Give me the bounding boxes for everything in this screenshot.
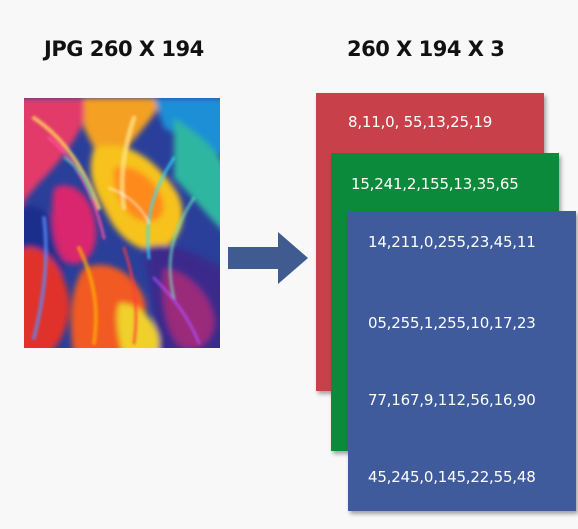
green-row-1: 15,241,2,155,13,35,65 [351,175,519,193]
array-shape-heading: 260 X 194 X 3 [347,37,505,61]
image-size-heading: JPG 260 X 194 [44,37,204,61]
red-row-1: 8,11,0, 55,13,25,19 [348,113,493,131]
abstract-paint-image [24,98,220,348]
blue-row-2: 05,255,1,255,10,17,23 [368,314,536,332]
blue-channel-layer: 14,211,0,255,23,45,11 05,255,1,255,10,17… [348,211,576,511]
blue-row-4: 45,245,0,145,22,55,48 [368,468,536,486]
arrow-right-icon [228,228,312,293]
blue-row-3: 77,167,9,112,56,16,90 [368,391,536,409]
blue-row-1: 14,211,0,255,23,45,11 [368,233,536,251]
